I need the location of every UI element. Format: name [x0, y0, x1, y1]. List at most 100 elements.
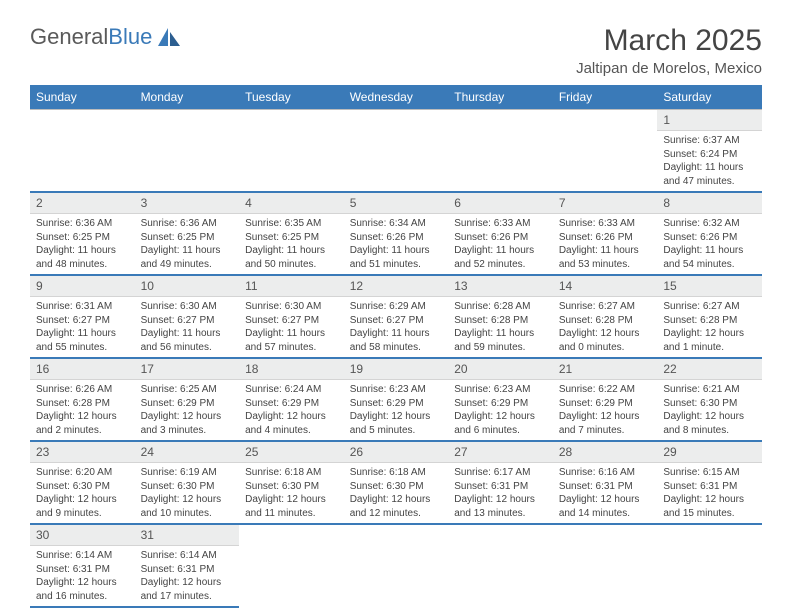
calendar-cell: 9Sunrise: 6:31 AMSunset: 6:27 PMDaylight…	[30, 275, 135, 358]
calendar-cell: 17Sunrise: 6:25 AMSunset: 6:29 PMDayligh…	[135, 358, 240, 441]
day-number: 7	[553, 193, 658, 214]
calendar-cell: 20Sunrise: 6:23 AMSunset: 6:29 PMDayligh…	[448, 358, 553, 441]
day-number: 30	[30, 525, 135, 546]
day-details: Sunrise: 6:18 AMSunset: 6:30 PMDaylight:…	[344, 463, 449, 523]
day-details: Sunrise: 6:17 AMSunset: 6:31 PMDaylight:…	[448, 463, 553, 523]
sunrise-text: Sunrise: 6:27 AM	[663, 300, 756, 314]
calendar-cell: 6Sunrise: 6:33 AMSunset: 6:26 PMDaylight…	[448, 192, 553, 275]
day-number: 12	[344, 276, 449, 297]
calendar-cell	[448, 524, 553, 607]
sunset-text: Sunset: 6:28 PM	[36, 397, 129, 411]
sunrise-text: Sunrise: 6:24 AM	[245, 383, 338, 397]
day-details: Sunrise: 6:27 AMSunset: 6:28 PMDaylight:…	[553, 297, 658, 357]
sunrise-text: Sunrise: 6:16 AM	[559, 466, 652, 480]
sunrise-text: Sunrise: 6:23 AM	[454, 383, 547, 397]
sunset-text: Sunset: 6:29 PM	[454, 397, 547, 411]
weekday-header: Monday	[135, 85, 240, 110]
sunrise-text: Sunrise: 6:15 AM	[663, 466, 756, 480]
day-details: Sunrise: 6:36 AMSunset: 6:25 PMDaylight:…	[30, 214, 135, 274]
day-details: Sunrise: 6:20 AMSunset: 6:30 PMDaylight:…	[30, 463, 135, 523]
logo: GeneralBlue	[30, 24, 182, 50]
day-number: 9	[30, 276, 135, 297]
calendar-cell	[657, 524, 762, 607]
sunrise-text: Sunrise: 6:30 AM	[245, 300, 338, 314]
calendar-cell: 11Sunrise: 6:30 AMSunset: 6:27 PMDayligh…	[239, 275, 344, 358]
sunset-text: Sunset: 6:24 PM	[663, 148, 756, 162]
day-details: Sunrise: 6:30 AMSunset: 6:27 PMDaylight:…	[239, 297, 344, 357]
sunrise-text: Sunrise: 6:18 AM	[245, 466, 338, 480]
day-number: 22	[657, 359, 762, 380]
weekday-header: Friday	[553, 85, 658, 110]
sunset-text: Sunset: 6:30 PM	[350, 480, 443, 494]
calendar-cell: 28Sunrise: 6:16 AMSunset: 6:31 PMDayligh…	[553, 441, 658, 524]
calendar-cell	[135, 110, 240, 193]
logo-text: GeneralBlue	[30, 24, 152, 50]
calendar-row: 30Sunrise: 6:14 AMSunset: 6:31 PMDayligh…	[30, 524, 762, 607]
daylight-text: Daylight: 12 hours and 9 minutes.	[36, 493, 129, 520]
calendar-row: 16Sunrise: 6:26 AMSunset: 6:28 PMDayligh…	[30, 358, 762, 441]
daylight-text: Daylight: 12 hours and 17 minutes.	[141, 576, 234, 603]
calendar-cell	[553, 110, 658, 193]
calendar-cell: 5Sunrise: 6:34 AMSunset: 6:26 PMDaylight…	[344, 192, 449, 275]
daylight-text: Daylight: 11 hours and 49 minutes.	[141, 244, 234, 271]
calendar-cell: 19Sunrise: 6:23 AMSunset: 6:29 PMDayligh…	[344, 358, 449, 441]
day-details: Sunrise: 6:16 AMSunset: 6:31 PMDaylight:…	[553, 463, 658, 523]
day-number: 29	[657, 442, 762, 463]
logo-word-a: General	[30, 24, 108, 49]
day-number: 14	[553, 276, 658, 297]
calendar-cell: 15Sunrise: 6:27 AMSunset: 6:28 PMDayligh…	[657, 275, 762, 358]
day-details: Sunrise: 6:24 AMSunset: 6:29 PMDaylight:…	[239, 380, 344, 440]
daylight-text: Daylight: 12 hours and 11 minutes.	[245, 493, 338, 520]
sunset-text: Sunset: 6:25 PM	[36, 231, 129, 245]
sunset-text: Sunset: 6:30 PM	[663, 397, 756, 411]
calendar-cell: 16Sunrise: 6:26 AMSunset: 6:28 PMDayligh…	[30, 358, 135, 441]
day-number: 27	[448, 442, 553, 463]
sunset-text: Sunset: 6:31 PM	[141, 563, 234, 577]
calendar-cell: 2Sunrise: 6:36 AMSunset: 6:25 PMDaylight…	[30, 192, 135, 275]
day-details: Sunrise: 6:30 AMSunset: 6:27 PMDaylight:…	[135, 297, 240, 357]
day-number: 21	[553, 359, 658, 380]
day-details: Sunrise: 6:23 AMSunset: 6:29 PMDaylight:…	[344, 380, 449, 440]
sunset-text: Sunset: 6:30 PM	[36, 480, 129, 494]
daylight-text: Daylight: 11 hours and 50 minutes.	[245, 244, 338, 271]
daylight-text: Daylight: 12 hours and 6 minutes.	[454, 410, 547, 437]
daylight-text: Daylight: 11 hours and 52 minutes.	[454, 244, 547, 271]
location-label: Jaltipan de Morelos, Mexico	[576, 60, 762, 77]
daylight-text: Daylight: 12 hours and 14 minutes.	[559, 493, 652, 520]
sunset-text: Sunset: 6:26 PM	[454, 231, 547, 245]
day-number: 15	[657, 276, 762, 297]
weekday-header: Tuesday	[239, 85, 344, 110]
day-number: 20	[448, 359, 553, 380]
daylight-text: Daylight: 12 hours and 8 minutes.	[663, 410, 756, 437]
sunset-text: Sunset: 6:30 PM	[141, 480, 234, 494]
daylight-text: Daylight: 12 hours and 0 minutes.	[559, 327, 652, 354]
day-number: 18	[239, 359, 344, 380]
calendar-table: Sunday Monday Tuesday Wednesday Thursday…	[30, 85, 762, 608]
day-number: 24	[135, 442, 240, 463]
daylight-text: Daylight: 12 hours and 12 minutes.	[350, 493, 443, 520]
sunrise-text: Sunrise: 6:27 AM	[559, 300, 652, 314]
day-number: 4	[239, 193, 344, 214]
day-details: Sunrise: 6:31 AMSunset: 6:27 PMDaylight:…	[30, 297, 135, 357]
day-details: Sunrise: 6:15 AMSunset: 6:31 PMDaylight:…	[657, 463, 762, 523]
day-number: 26	[344, 442, 449, 463]
daylight-text: Daylight: 12 hours and 7 minutes.	[559, 410, 652, 437]
daylight-text: Daylight: 12 hours and 16 minutes.	[36, 576, 129, 603]
sunset-text: Sunset: 6:29 PM	[141, 397, 234, 411]
daylight-text: Daylight: 11 hours and 53 minutes.	[559, 244, 652, 271]
calendar-cell: 8Sunrise: 6:32 AMSunset: 6:26 PMDaylight…	[657, 192, 762, 275]
sunrise-text: Sunrise: 6:34 AM	[350, 217, 443, 231]
sunset-text: Sunset: 6:31 PM	[663, 480, 756, 494]
day-number: 5	[344, 193, 449, 214]
weekday-header: Thursday	[448, 85, 553, 110]
day-details: Sunrise: 6:21 AMSunset: 6:30 PMDaylight:…	[657, 380, 762, 440]
daylight-text: Daylight: 12 hours and 4 minutes.	[245, 410, 338, 437]
day-number: 6	[448, 193, 553, 214]
day-details: Sunrise: 6:22 AMSunset: 6:29 PMDaylight:…	[553, 380, 658, 440]
day-number: 17	[135, 359, 240, 380]
sunrise-text: Sunrise: 6:29 AM	[350, 300, 443, 314]
sunrise-text: Sunrise: 6:35 AM	[245, 217, 338, 231]
daylight-text: Daylight: 11 hours and 48 minutes.	[36, 244, 129, 271]
day-number: 16	[30, 359, 135, 380]
day-details: Sunrise: 6:23 AMSunset: 6:29 PMDaylight:…	[448, 380, 553, 440]
